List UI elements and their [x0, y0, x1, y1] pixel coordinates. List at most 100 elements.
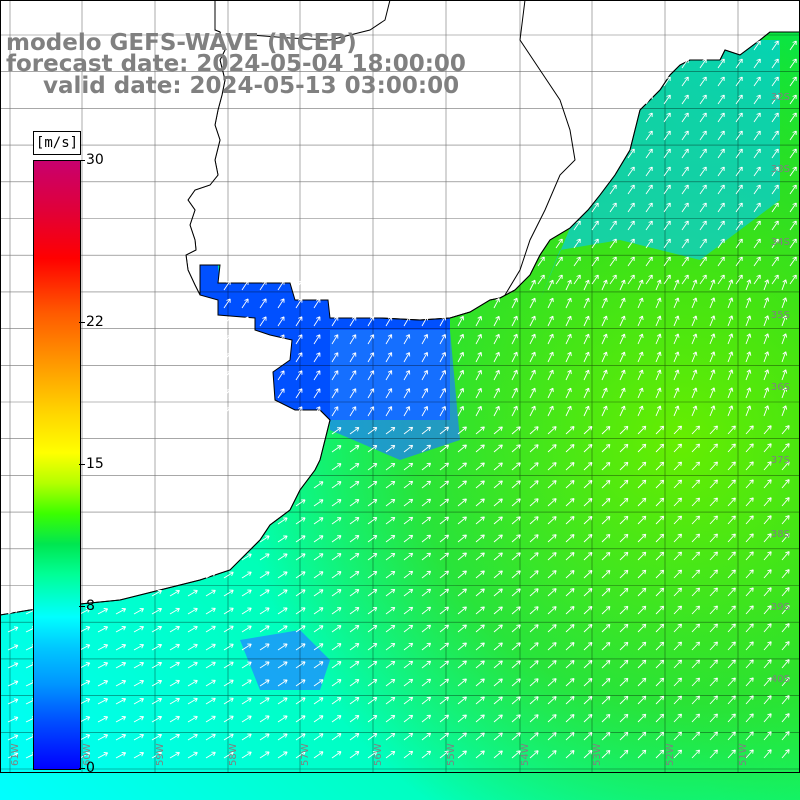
wind-arrow [781, 279, 788, 291]
wind-arrow [349, 370, 357, 381]
wind-arrow [727, 315, 734, 327]
wind-arrow [663, 166, 671, 177]
wind-arrow [457, 588, 467, 597]
wind-arrow [7, 698, 19, 705]
wind-arrow [529, 714, 539, 723]
wind-arrow [717, 112, 725, 123]
wind-arrow [547, 606, 557, 615]
wind-arrow [763, 333, 770, 345]
wind-arrow [691, 533, 701, 543]
wind-arrow [637, 623, 647, 633]
wind-arrow [673, 605, 683, 615]
wind-arrow [781, 369, 788, 381]
wind-arrow [709, 425, 718, 435]
wind-arrow [735, 274, 743, 285]
wind-arrow [781, 387, 788, 399]
wind-arrow [681, 256, 689, 267]
wind-arrow [763, 479, 772, 489]
wind-arrow [771, 76, 779, 87]
wind-arrow [223, 751, 234, 759]
wind-arrow [709, 297, 716, 309]
wind-arrow [367, 352, 375, 363]
wind-arrow [259, 589, 270, 597]
wind-arrow [735, 112, 743, 123]
wind-arrow [385, 426, 396, 435]
wind-arrow [753, 76, 761, 87]
wind-arrow [753, 274, 761, 285]
wind-arrow [151, 733, 162, 741]
wind-arrow [627, 184, 635, 195]
wind-arrow [691, 405, 698, 417]
wind-arrow [385, 696, 396, 705]
wind-arrow [475, 750, 485, 759]
wind-arrow [573, 220, 581, 231]
wind-arrow [385, 516, 396, 525]
wind-arrow [645, 256, 653, 267]
wind-arrow [349, 679, 360, 687]
wind-arrow [771, 166, 779, 177]
wind-arrow [637, 443, 647, 453]
wind-arrow [699, 274, 707, 285]
wind-arrow [421, 480, 432, 489]
wind-arrow [7, 626, 19, 633]
wind-arrow [781, 713, 790, 723]
wind-arrow [187, 751, 198, 759]
latitude-label: 35S [771, 310, 790, 321]
wind-arrow [583, 387, 590, 399]
wind-arrow [753, 238, 761, 249]
wind-arrow [619, 497, 629, 507]
wind-arrow [727, 443, 736, 453]
wind-arrow [717, 76, 725, 87]
wind-arrow [277, 589, 288, 597]
wind-arrow [735, 148, 743, 159]
wind-arrow [673, 587, 683, 597]
wind-arrow [457, 714, 467, 723]
wind-arrow [457, 387, 464, 399]
wind-arrow [79, 698, 91, 705]
wind-arrow [655, 387, 662, 399]
wind-arrow [511, 480, 521, 489]
wind-arrow [133, 679, 144, 687]
wind-arrow [763, 659, 772, 669]
wind-arrow [601, 461, 611, 471]
wind-arrow [259, 625, 270, 633]
wind-arrow [681, 112, 689, 123]
wind-arrow [223, 406, 231, 417]
wind-arrow [781, 297, 788, 309]
wind-arrow [349, 589, 360, 597]
wind-arrow [637, 551, 647, 561]
wind-arrow [547, 714, 557, 723]
wind-arrow [583, 369, 590, 381]
wind-arrow [547, 333, 554, 345]
wind-arrow [619, 569, 629, 579]
wind-arrow [745, 369, 752, 381]
wind-arrow [619, 677, 629, 687]
wind-arrow [295, 661, 306, 669]
wind-arrow [763, 497, 772, 507]
wind-arrow [547, 315, 554, 327]
wind-arrow [745, 695, 754, 705]
colorbar [33, 160, 81, 770]
wind-arrow [313, 316, 321, 327]
wind-arrow [745, 551, 754, 561]
wind-arrow [727, 605, 736, 615]
wind-arrow [745, 749, 754, 759]
wind-arrow [709, 479, 718, 489]
wind-arrow [529, 588, 539, 597]
wind-arrow [763, 443, 772, 453]
wind-arrow [565, 315, 572, 327]
wind-arrow [259, 334, 267, 345]
wind-arrow [771, 58, 779, 69]
wind-arrow [709, 405, 716, 417]
wind-arrow [205, 751, 216, 759]
wind-arrow [313, 589, 324, 597]
wind-arrow [637, 515, 647, 525]
wind-arrow [565, 480, 575, 489]
wind-arrow [331, 370, 339, 381]
wind-arrow [385, 352, 393, 363]
latitude-label: 38S [771, 529, 790, 540]
wind-arrow [619, 695, 629, 705]
wind-arrow [295, 406, 303, 417]
wind-arrow [313, 625, 324, 633]
wind-arrow [241, 298, 249, 309]
